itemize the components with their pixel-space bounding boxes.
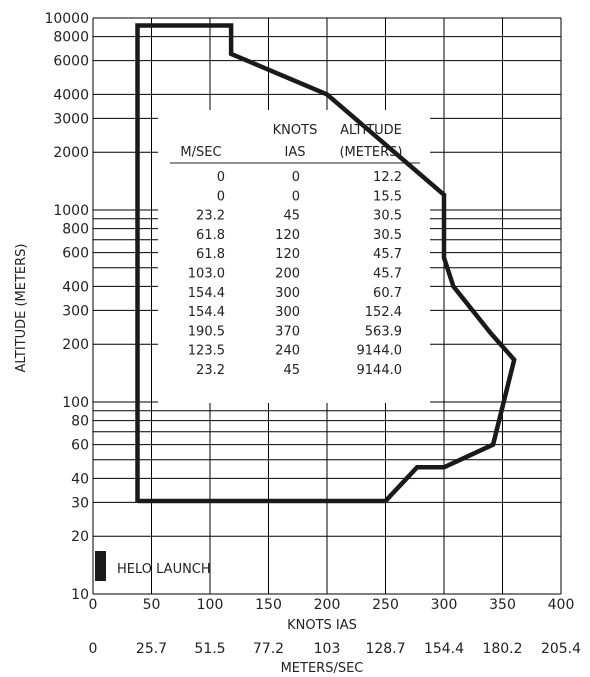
- y-tick-label: 200: [62, 337, 89, 353]
- table-cell: 123.5: [188, 344, 225, 359]
- secondary-tick-label: 154.4: [424, 641, 464, 657]
- table-cell: 30.5: [373, 209, 402, 224]
- secondary-tick-label: 77.2: [253, 641, 284, 657]
- x-tick-label: 100: [197, 597, 224, 613]
- x-tick-label: 400: [548, 597, 575, 613]
- table-header: (METERS): [339, 145, 402, 160]
- table-cell: 190.5: [188, 324, 225, 339]
- table-cell: 45: [283, 363, 300, 378]
- table-cell: 45.7: [373, 247, 402, 262]
- secondary-axis-title: METERS/SEC: [281, 661, 364, 676]
- table-cell: 9144.0: [357, 344, 403, 359]
- y-tick-label: 300: [62, 303, 89, 319]
- secondary-tick-label: 51.5: [194, 641, 225, 657]
- legend-swatch-helo-launch: [95, 551, 106, 581]
- secondary-axis-labels: 0 25.7 51.5 77.2 103 128.7 154.4 180.2 205.4: [89, 641, 582, 657]
- table-cell: 0: [217, 189, 225, 204]
- x-tick-label: 0: [89, 597, 98, 613]
- y-tick-label: 3000: [53, 111, 89, 127]
- y-tick-label: 60: [71, 438, 89, 454]
- secondary-tick-label: 180.2: [482, 641, 522, 657]
- table-cell: 154.4: [188, 305, 225, 320]
- envelope-boundary-line: [135, 23, 517, 504]
- x-tick-label: 200: [314, 597, 341, 613]
- y-tick-label: 400: [62, 279, 89, 295]
- table-cell: 300: [275, 286, 300, 301]
- table-cell: 152.4: [365, 305, 402, 320]
- table-cell: 240: [275, 344, 300, 359]
- legend-label-helo-launch: HELO LAUNCH: [117, 562, 211, 577]
- y-axis-title: ALTITUDE (METERS): [14, 244, 29, 373]
- x-tick-label: 350: [489, 597, 516, 613]
- table-cell: 563.9: [365, 324, 402, 339]
- table-cell: 154.4: [188, 286, 225, 301]
- table-cell: 60.7: [373, 286, 402, 301]
- y-tick-label: 1000: [53, 203, 89, 219]
- y-tick-label: 20: [71, 529, 89, 545]
- table-cell: 103.0: [188, 267, 225, 282]
- y-tick-label: 40: [71, 471, 89, 487]
- y-tick-label: 600: [62, 246, 89, 262]
- y-tick-label: 2000: [53, 145, 89, 161]
- table-cell: 9144.0: [357, 363, 403, 378]
- table-cell: 23.2: [196, 363, 225, 378]
- y-tick-label: 800: [62, 222, 89, 238]
- table-cell: 23.2: [196, 209, 225, 224]
- x-axis-labels: 0 50 100 150 200 250 300 350 400: [89, 597, 575, 613]
- x-tick-label: 150: [255, 597, 282, 613]
- table-header: M/SEC: [180, 145, 221, 160]
- x-tick-label: 50: [143, 597, 161, 613]
- table-cell: 30.5: [373, 228, 402, 243]
- table-cell: 45: [283, 209, 300, 224]
- table-cell: 0: [292, 170, 300, 185]
- y-tick-label: 10000: [44, 11, 89, 27]
- y-tick-label: 30: [71, 495, 89, 511]
- secondary-tick-label: 0: [89, 641, 98, 657]
- y-tick-label: 6000: [53, 54, 89, 70]
- table-cell: 300: [275, 305, 300, 320]
- x-tick-label: 250: [372, 597, 399, 613]
- table-cell: 370: [275, 324, 300, 339]
- table-header: IAS: [285, 145, 306, 160]
- table-cell: 120: [275, 228, 300, 243]
- y-tick-label: 100: [62, 395, 89, 411]
- y-tick-label: 80: [71, 414, 89, 430]
- table-cell: 61.8: [196, 228, 225, 243]
- table-cell: 120: [275, 247, 300, 262]
- table-cell: 200: [275, 267, 300, 282]
- table-cell: 12.2: [373, 170, 402, 185]
- secondary-tick-label: 128.7: [365, 641, 405, 657]
- table-header: KNOTS: [273, 123, 318, 138]
- y-tick-label: 10: [71, 587, 89, 603]
- x-axis-title: KNOTS IAS: [287, 618, 357, 633]
- table-cell: 45.7: [373, 267, 402, 282]
- secondary-tick-label: 25.7: [136, 641, 167, 657]
- secondary-tick-label: 205.4: [541, 641, 581, 657]
- secondary-tick-label: 103: [314, 641, 341, 657]
- y-tick-label: 4000: [53, 87, 89, 103]
- y-axis-labels: 10 20 30 40 60 80 100 200 300 400 600 800 1000 2000 30…: [44, 11, 89, 603]
- table-background: [158, 110, 430, 403]
- table-cell: 61.8: [196, 247, 225, 262]
- x-tick-label: 300: [431, 597, 458, 613]
- table-cell: 15.5: [373, 189, 402, 204]
- table-cell: 0: [217, 170, 225, 185]
- table-cell: 0: [292, 189, 300, 204]
- y-tick-label: 8000: [53, 30, 89, 46]
